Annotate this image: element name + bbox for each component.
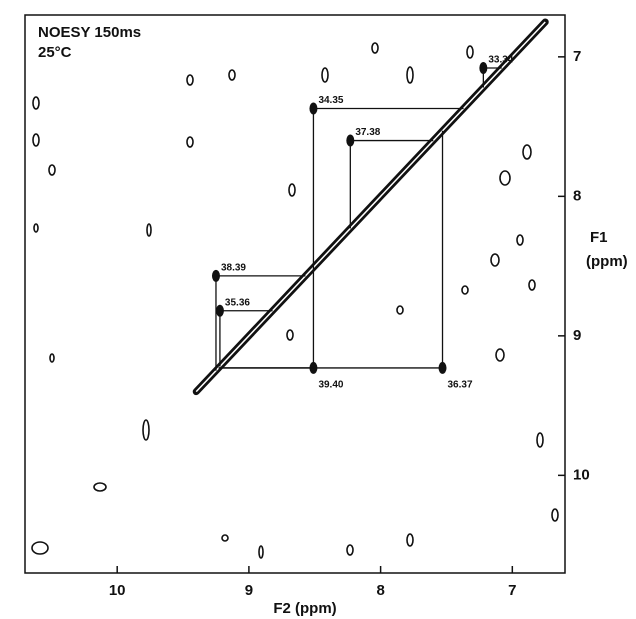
cross-peak: [211, 269, 220, 282]
cross-peak-label: 33.34: [488, 55, 513, 66]
cross-peak: [346, 134, 355, 147]
y-tick-label: 9: [573, 327, 581, 344]
cross-peak-label: 38.39: [221, 263, 246, 274]
cross-peak: [215, 304, 224, 317]
background-peaks: [31, 42, 559, 559]
chart-title: NOESY 150ms: [38, 24, 141, 41]
x-tick-label: 9: [245, 582, 253, 599]
cross-peak-label: 34.35: [318, 95, 343, 106]
x-axis-label: F2 (ppm): [273, 600, 336, 617]
y-axis-label: (ppm): [586, 253, 628, 270]
cross-peak: [309, 102, 318, 115]
cross-peak-label: 39.40: [318, 380, 343, 391]
x-tick-label: 10: [109, 582, 126, 599]
diagonal-contour: [195, 21, 546, 393]
cross-peak-label: 36.37: [448, 380, 473, 391]
chart-subtitle: 25°C: [38, 44, 72, 61]
y-axis-label: F1: [590, 229, 608, 246]
y-tick-label: 8: [573, 187, 581, 204]
cross-peak-label: 35.36: [225, 297, 250, 308]
plot-frame: [24, 14, 566, 574]
cross-peak-label: 37.38: [355, 127, 380, 138]
x-tick-label: 7: [508, 582, 516, 599]
y-tick-label: 7: [573, 48, 581, 65]
cross-peak: [479, 62, 488, 75]
x-tick-label: 8: [376, 582, 384, 599]
y-tick-label: 10: [573, 466, 590, 483]
cross-peak: [438, 361, 447, 374]
